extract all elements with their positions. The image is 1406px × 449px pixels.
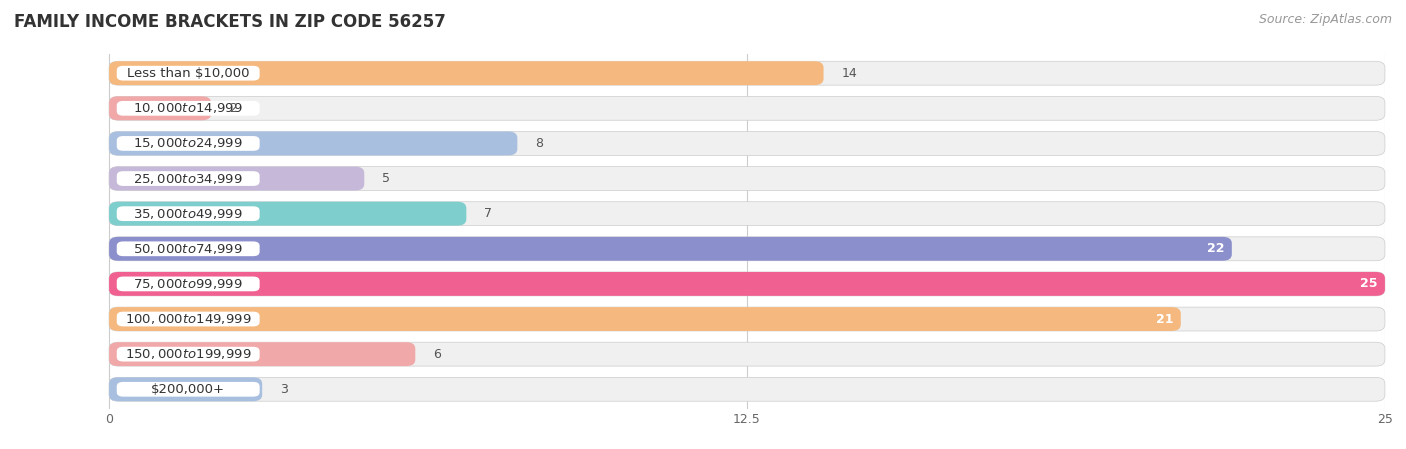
Text: $25,000 to $34,999: $25,000 to $34,999	[134, 172, 243, 185]
FancyBboxPatch shape	[110, 307, 1385, 331]
Text: $10,000 to $14,999: $10,000 to $14,999	[134, 101, 243, 115]
Text: 7: 7	[484, 207, 492, 220]
FancyBboxPatch shape	[110, 272, 1385, 296]
Text: 21: 21	[1156, 313, 1173, 326]
FancyBboxPatch shape	[110, 342, 415, 366]
FancyBboxPatch shape	[110, 132, 517, 155]
FancyBboxPatch shape	[117, 242, 260, 256]
FancyBboxPatch shape	[117, 66, 260, 80]
FancyBboxPatch shape	[117, 206, 260, 221]
FancyBboxPatch shape	[117, 136, 260, 151]
Text: $150,000 to $199,999: $150,000 to $199,999	[125, 347, 252, 361]
FancyBboxPatch shape	[110, 132, 1385, 155]
Text: Source: ZipAtlas.com: Source: ZipAtlas.com	[1258, 13, 1392, 26]
Text: 8: 8	[536, 137, 543, 150]
Text: $50,000 to $74,999: $50,000 to $74,999	[134, 242, 243, 256]
FancyBboxPatch shape	[110, 237, 1385, 261]
FancyBboxPatch shape	[110, 237, 1232, 261]
FancyBboxPatch shape	[110, 202, 1385, 225]
Text: $15,000 to $24,999: $15,000 to $24,999	[134, 136, 243, 150]
Text: $200,000+: $200,000+	[152, 383, 225, 396]
FancyBboxPatch shape	[117, 101, 260, 116]
FancyBboxPatch shape	[110, 97, 211, 120]
FancyBboxPatch shape	[117, 382, 260, 396]
Text: $35,000 to $49,999: $35,000 to $49,999	[134, 207, 243, 220]
Text: 3: 3	[280, 383, 288, 396]
Text: 22: 22	[1206, 242, 1225, 255]
Text: 2: 2	[229, 102, 236, 115]
FancyBboxPatch shape	[110, 377, 262, 401]
Text: $75,000 to $99,999: $75,000 to $99,999	[134, 277, 243, 291]
FancyBboxPatch shape	[117, 312, 260, 326]
FancyBboxPatch shape	[110, 202, 467, 225]
Text: 25: 25	[1360, 277, 1378, 291]
FancyBboxPatch shape	[110, 167, 364, 190]
FancyBboxPatch shape	[110, 342, 1385, 366]
FancyBboxPatch shape	[110, 307, 1181, 331]
FancyBboxPatch shape	[110, 167, 1385, 190]
Text: 5: 5	[382, 172, 389, 185]
FancyBboxPatch shape	[117, 277, 260, 291]
Text: FAMILY INCOME BRACKETS IN ZIP CODE 56257: FAMILY INCOME BRACKETS IN ZIP CODE 56257	[14, 13, 446, 31]
Text: 14: 14	[841, 67, 858, 79]
Text: Less than $10,000: Less than $10,000	[127, 67, 249, 79]
FancyBboxPatch shape	[110, 272, 1385, 296]
FancyBboxPatch shape	[110, 97, 1385, 120]
FancyBboxPatch shape	[117, 347, 260, 361]
FancyBboxPatch shape	[110, 61, 824, 85]
FancyBboxPatch shape	[110, 61, 1385, 85]
FancyBboxPatch shape	[110, 377, 1385, 401]
Text: $100,000 to $149,999: $100,000 to $149,999	[125, 312, 252, 326]
FancyBboxPatch shape	[117, 171, 260, 186]
Text: 6: 6	[433, 348, 441, 361]
